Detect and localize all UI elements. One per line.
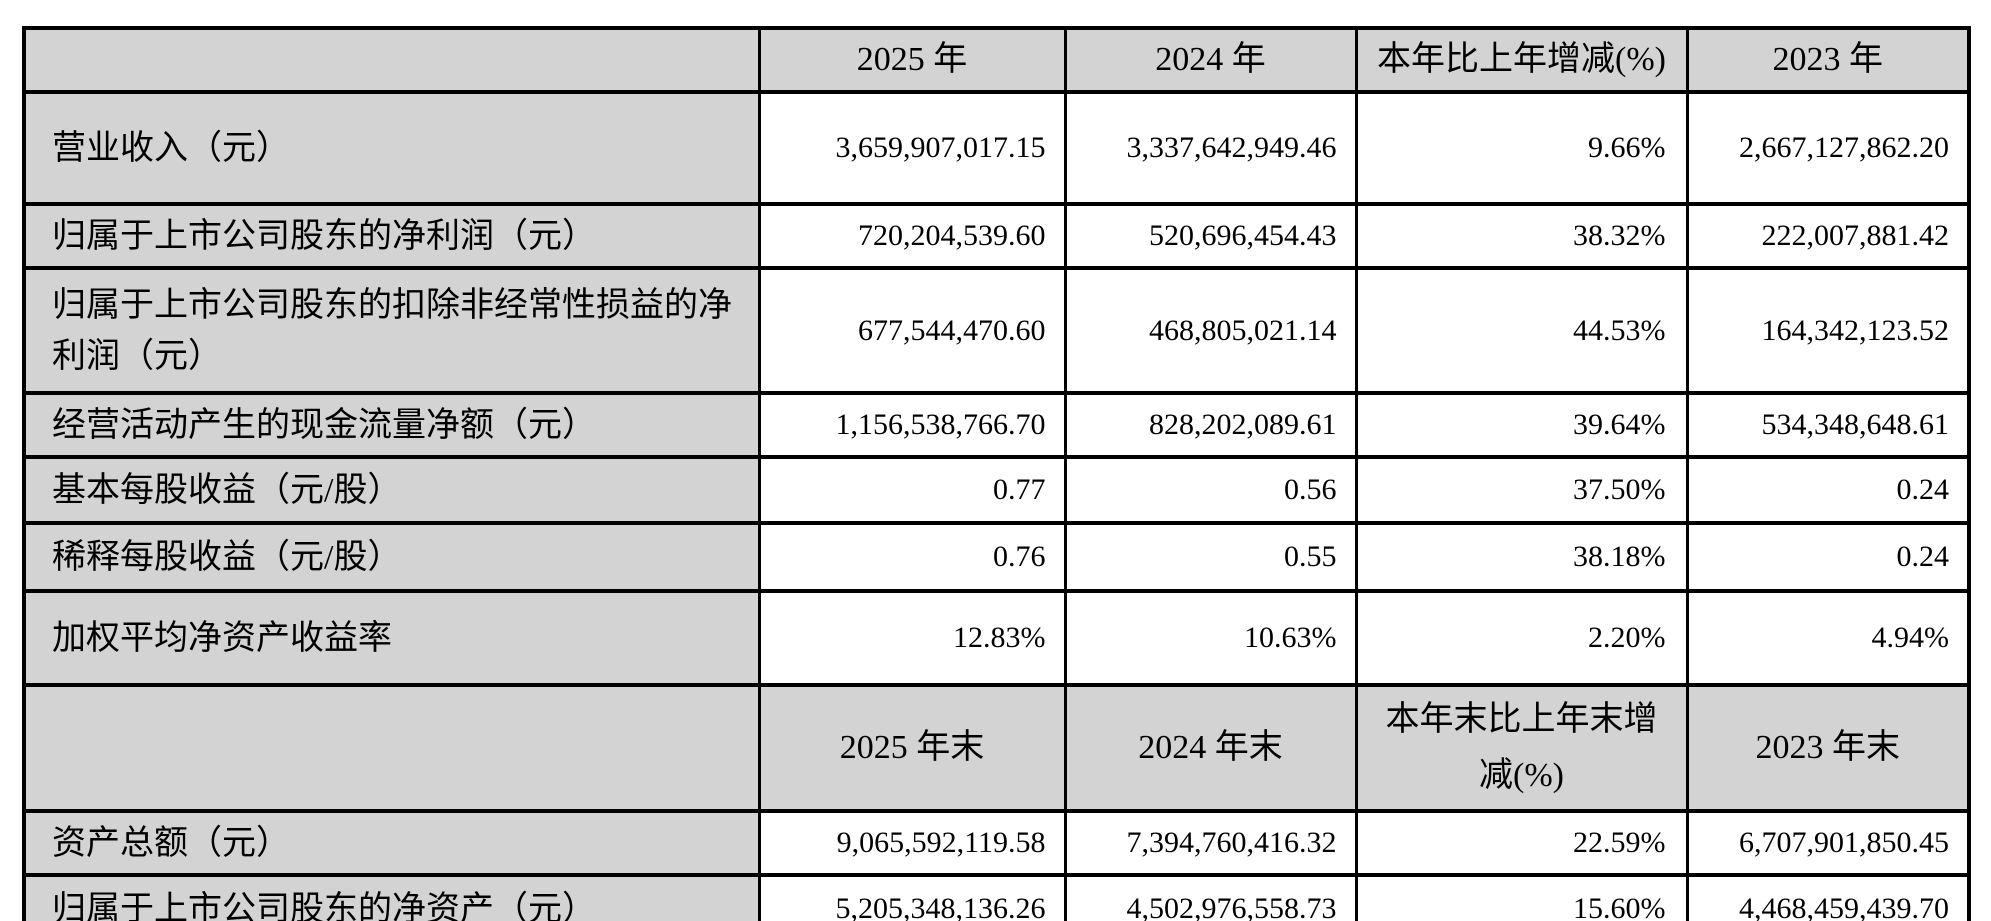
value-2025-cell: 12.83% bbox=[757, 589, 1067, 687]
column-header-2024: 2024 年 bbox=[1063, 26, 1358, 94]
corner-cell bbox=[22, 26, 761, 94]
header-row-annual: 2025 年 2024 年 本年比上年增减(%) 2023 年 bbox=[22, 26, 1971, 94]
table-row-revenue: 营业收入（元） 3,659,907,017.15 3,337,642,949.4… bbox=[22, 90, 1971, 206]
row-label-cell: 经营活动产生的现金流量净额（元） bbox=[22, 391, 761, 459]
value-2023-cell: 534,348,648.61 bbox=[1685, 391, 1971, 459]
value-change-cell: 9.66% bbox=[1354, 90, 1689, 206]
value-2024-cell: 520,696,454.43 bbox=[1063, 202, 1358, 270]
value-2023-cell: 164,342,123.52 bbox=[1685, 266, 1971, 395]
value-2024-cell: 10.63% bbox=[1063, 589, 1358, 687]
column-header-change: 本年比上年增减(%) bbox=[1354, 26, 1689, 94]
value-change-cell: 37.50% bbox=[1354, 455, 1689, 525]
value-change-cell: 15.60% bbox=[1354, 873, 1689, 921]
table-row-basic-eps: 基本每股收益（元/股） 0.77 0.56 37.50% 0.24 bbox=[22, 455, 1971, 525]
table-row-total-assets: 资产总额（元） 9,065,592,119.58 7,394,760,416.3… bbox=[22, 809, 1971, 877]
column-header-2023: 2023 年 bbox=[1685, 26, 1971, 94]
table-row-net-profit: 归属于上市公司股东的净利润（元） 720,204,539.60 520,696,… bbox=[22, 202, 1971, 270]
column-header-2025: 2025 年 bbox=[757, 26, 1067, 94]
column-header-change-end: 本年末比上年末增减(%) bbox=[1354, 683, 1689, 813]
row-label-cell: 加权平均净资产收益率 bbox=[22, 589, 761, 687]
row-label-cell: 营业收入（元） bbox=[22, 90, 761, 206]
value-2024-cell: 0.55 bbox=[1063, 521, 1358, 593]
value-2024-cell: 3,337,642,949.46 bbox=[1063, 90, 1358, 206]
value-2024-cell: 828,202,089.61 bbox=[1063, 391, 1358, 459]
value-change-cell: 44.53% bbox=[1354, 266, 1689, 395]
value-change-cell: 2.20% bbox=[1354, 589, 1689, 687]
value-change-cell: 22.59% bbox=[1354, 809, 1689, 877]
value-change-cell: 38.18% bbox=[1354, 521, 1689, 593]
value-2024-cell: 468,805,021.14 bbox=[1063, 266, 1358, 395]
value-2023-cell: 4.94% bbox=[1685, 589, 1971, 687]
row-label-cell: 归属于上市公司股东的净资产（元） bbox=[22, 873, 761, 921]
header-row-yearend: 2025 年末 2024 年末 本年末比上年末增减(%) 2023 年末 bbox=[22, 683, 1971, 813]
value-2025-cell: 9,065,592,119.58 bbox=[757, 809, 1067, 877]
column-header-2024-end: 2024 年末 bbox=[1063, 683, 1358, 813]
value-2023-cell: 0.24 bbox=[1685, 455, 1971, 525]
value-2025-cell: 0.76 bbox=[757, 521, 1067, 593]
row-label-cell: 基本每股收益（元/股） bbox=[22, 455, 761, 525]
value-2023-cell: 6,707,901,850.45 bbox=[1685, 809, 1971, 877]
financial-summary-table: 2025 年 2024 年 本年比上年增减(%) 2023 年 营业收入（元） … bbox=[22, 26, 1971, 921]
table-row-operating-cash-flow: 经营活动产生的现金流量净额（元） 1,156,538,766.70 828,20… bbox=[22, 391, 1971, 459]
row-label-cell: 归属于上市公司股东的扣除非经常性损益的净利润（元） bbox=[22, 266, 761, 395]
corner-cell bbox=[22, 683, 761, 813]
value-2023-cell: 222,007,881.42 bbox=[1685, 202, 1971, 270]
table-row-weighted-avg-roe: 加权平均净资产收益率 12.83% 10.63% 2.20% 4.94% bbox=[22, 589, 1971, 687]
table-row-diluted-eps: 稀释每股收益（元/股） 0.76 0.55 38.18% 0.24 bbox=[22, 521, 1971, 593]
table-row-net-profit-excl-nonrecurring: 归属于上市公司股东的扣除非经常性损益的净利润（元） 677,544,470.60… bbox=[22, 266, 1971, 395]
row-label-cell: 归属于上市公司股东的净利润（元） bbox=[22, 202, 761, 270]
column-header-2025-end: 2025 年末 bbox=[757, 683, 1067, 813]
value-2025-cell: 5,205,348,136.26 bbox=[757, 873, 1067, 921]
row-label-cell: 资产总额（元） bbox=[22, 809, 761, 877]
value-2024-cell: 0.56 bbox=[1063, 455, 1358, 525]
table-row-net-assets: 归属于上市公司股东的净资产（元） 5,205,348,136.26 4,502,… bbox=[22, 873, 1971, 921]
value-2025-cell: 0.77 bbox=[757, 455, 1067, 525]
column-header-2023-end: 2023 年末 bbox=[1685, 683, 1971, 813]
row-label-cell: 稀释每股收益（元/股） bbox=[22, 521, 761, 593]
value-2023-cell: 2,667,127,862.20 bbox=[1685, 90, 1971, 206]
value-2025-cell: 1,156,538,766.70 bbox=[757, 391, 1067, 459]
value-change-cell: 39.64% bbox=[1354, 391, 1689, 459]
value-2025-cell: 720,204,539.60 bbox=[757, 202, 1067, 270]
value-2024-cell: 4,502,976,558.73 bbox=[1063, 873, 1358, 921]
value-2023-cell: 4,468,459,439.70 bbox=[1685, 873, 1971, 921]
value-2025-cell: 677,544,470.60 bbox=[757, 266, 1067, 395]
value-2023-cell: 0.24 bbox=[1685, 521, 1971, 593]
value-change-cell: 38.32% bbox=[1354, 202, 1689, 270]
value-2024-cell: 7,394,760,416.32 bbox=[1063, 809, 1358, 877]
value-2025-cell: 3,659,907,017.15 bbox=[757, 90, 1067, 206]
